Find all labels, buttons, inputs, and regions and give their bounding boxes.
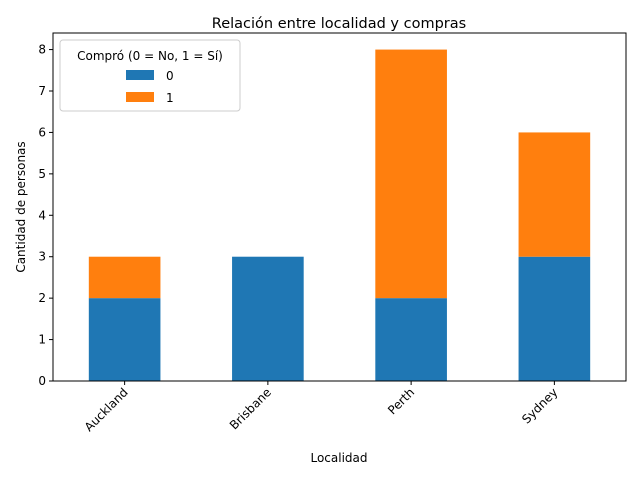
chart-title: Relación entre localidad y compras: [212, 16, 466, 32]
y-tick-label: 7: [38, 84, 46, 98]
x-tick-label-brisbane: Brisbane: [227, 385, 274, 432]
y-axis: 0 1 2 3 4 5 6 7 8: [38, 43, 53, 388]
x-axis: Auckland Brisbane Perth Sydney: [82, 381, 560, 434]
bar-auckland-series-1: [88, 256, 161, 299]
x-tick-label-perth: Perth: [385, 385, 417, 417]
legend-swatch-1: [126, 92, 154, 102]
legend-title: Compró (0 = No, 1 = Sí): [77, 49, 223, 63]
bar-brisbane-series-0: [232, 256, 304, 381]
plot-frame: [52, 32, 627, 382]
y-tick-label: 6: [38, 125, 46, 139]
bar-sydney-series-0: [518, 256, 591, 381]
y-tick-label: 4: [38, 208, 46, 222]
x-axis-label: Localidad: [310, 451, 367, 465]
y-axis-label: Cantidad de personas: [14, 141, 28, 272]
bar-sydney-series-1: [518, 132, 591, 257]
bar-perth-series-0: [375, 298, 447, 381]
y-tick-label: 1: [38, 333, 46, 347]
x-tick-label-sydney: Sydney: [519, 385, 560, 426]
y-tick-label: 2: [38, 291, 46, 305]
y-tick-label: 5: [38, 167, 46, 181]
x-tick-label-auckland: Auckland: [82, 385, 131, 434]
y-tick-label: 0: [38, 374, 46, 388]
y-tick-label: 8: [38, 43, 46, 57]
legend: Compró (0 = No, 1 = Sí) 0 1: [59, 39, 241, 112]
legend-label-1: 1: [166, 91, 174, 105]
bars-layer: [88, 49, 591, 381]
bar-perth-series-1: [375, 49, 447, 299]
y-tick-label: 3: [38, 250, 46, 264]
legend-label-0: 0: [166, 69, 174, 83]
bar-auckland-series-0: [88, 298, 161, 381]
legend-swatch-0: [126, 70, 154, 80]
